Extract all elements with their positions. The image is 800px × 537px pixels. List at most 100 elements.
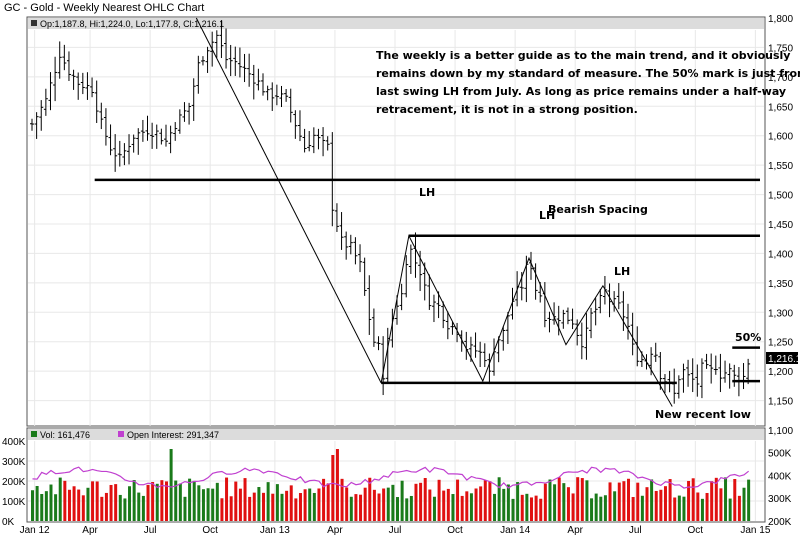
price-tick-label: 1,500 — [768, 191, 793, 202]
volume-info-strip — [28, 429, 764, 440]
volume-bar — [603, 495, 607, 521]
ohlc-bar — [431, 294, 436, 323]
volume-bar — [294, 498, 298, 521]
ohlc-bar — [62, 44, 67, 71]
volume-bar — [566, 487, 570, 521]
ohlc-bar — [427, 274, 432, 310]
volume-bar — [354, 494, 358, 521]
ohlc-bar — [348, 234, 353, 255]
volume-bar — [229, 496, 233, 521]
open-interest-tick-label: 300K — [768, 494, 792, 505]
price-tick-label: 1,200 — [768, 367, 793, 378]
open-interest-tick-label: 400K — [768, 471, 792, 482]
volume-bar — [432, 496, 436, 521]
volume-bar — [285, 490, 289, 521]
ohlc-bar — [704, 353, 709, 369]
ohlc-bar — [681, 363, 686, 393]
ohlc-bar — [159, 128, 164, 145]
volume-bar — [627, 478, 631, 521]
volume-bar — [650, 479, 654, 521]
volume-bar — [576, 477, 580, 521]
ohlc-bar — [311, 127, 316, 154]
ohlc-bar — [66, 51, 71, 82]
ohlc-bar — [676, 375, 681, 399]
ohlc-bar — [695, 364, 700, 397]
ohlc-bar — [177, 109, 182, 134]
volume-tick-label: 0K — [2, 517, 15, 528]
ohlc-bar — [228, 44, 233, 77]
ohlc-bar — [307, 130, 312, 152]
ohlc-bar — [48, 72, 53, 111]
volume-legend: Vol: 161,476 — [40, 430, 90, 440]
new-low-label: New recent low — [655, 408, 751, 421]
volume-bar — [562, 483, 566, 521]
ohlc-bar — [173, 122, 178, 141]
volume-bar — [248, 496, 252, 521]
ohlc-bar — [339, 212, 344, 250]
volume-tick-label: 400K — [2, 437, 26, 448]
volume-bar — [705, 492, 709, 521]
ohlc-bar — [196, 55, 201, 94]
ohlc-bar — [182, 102, 187, 122]
volume-bar — [141, 495, 145, 521]
note-line-4: retracement, it is not in a strong posit… — [376, 103, 638, 116]
volume-bar — [682, 496, 686, 521]
ohlc-bar — [496, 336, 501, 363]
ohlc-bar — [251, 64, 256, 100]
ohlc-bar — [247, 53, 252, 87]
ohlc-bar — [270, 82, 275, 111]
ohlc-bar — [200, 56, 205, 66]
ohlc-bar — [274, 84, 279, 106]
volume-tick-label: 100K — [2, 497, 26, 508]
volume-bar — [363, 487, 367, 521]
ohlc-bar — [94, 80, 99, 123]
ohlc-bar — [168, 125, 173, 154]
volume-bar — [419, 482, 423, 521]
volume-bar — [67, 489, 71, 521]
volume-bar — [594, 493, 598, 521]
ohlc-bar — [57, 41, 62, 79]
volume-bar — [312, 492, 316, 521]
volume-bar — [95, 481, 99, 521]
volume-bar — [687, 480, 691, 521]
price-tick-label: 1,450 — [768, 220, 793, 231]
volume-bar — [548, 479, 552, 521]
volume-bar — [599, 496, 603, 521]
volume-bar — [128, 486, 132, 521]
volume-legend-icon — [31, 431, 37, 437]
ohlc-bar — [80, 72, 85, 95]
ohlc-bar — [219, 20, 224, 59]
downtrend-line — [195, 17, 382, 384]
price-tick-label: 1,400 — [768, 249, 793, 260]
volume-bar — [714, 477, 718, 521]
ohlc-bar — [293, 110, 298, 139]
volume-bar — [640, 495, 644, 521]
volume-bar — [673, 497, 677, 521]
volume-bar — [81, 495, 85, 521]
volume-bar — [340, 478, 344, 521]
volume-bar — [308, 488, 312, 521]
volume-bar — [359, 494, 363, 521]
volume-bar — [553, 484, 557, 521]
volume-bar — [206, 488, 210, 521]
volume-bar — [372, 489, 376, 521]
ohlc-bar — [445, 311, 450, 340]
ohlc-bar — [288, 88, 293, 123]
volume-bar — [386, 487, 390, 521]
volume-bar — [368, 477, 372, 521]
volume-bar — [396, 497, 399, 521]
ohlc-bar — [399, 283, 404, 311]
volume-bar — [700, 498, 704, 521]
volume-bar — [160, 480, 164, 521]
volume-bar — [123, 498, 127, 521]
volume-bar — [326, 483, 330, 521]
volume-bar — [622, 481, 626, 521]
volume-tick-label: 300K — [2, 457, 26, 468]
lh-label-1: LH — [419, 186, 435, 199]
ohlc-bar — [163, 124, 168, 147]
price-tick-label: 1,100 — [768, 426, 793, 437]
ohlc-bar — [732, 364, 737, 387]
volume-bar — [234, 481, 238, 521]
volume-bar — [539, 498, 543, 521]
